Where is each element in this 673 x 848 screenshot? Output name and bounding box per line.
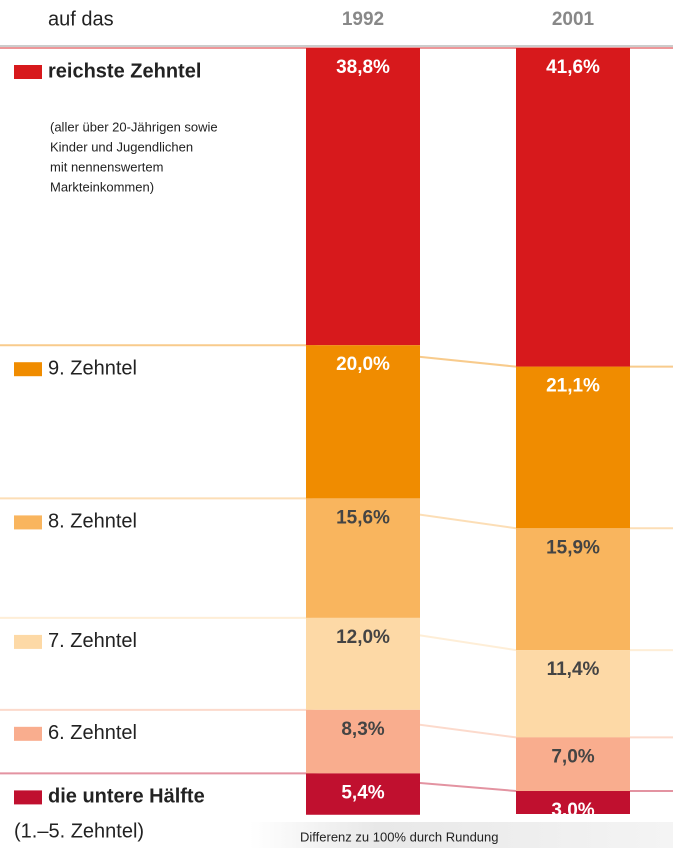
bar-segment (516, 48, 630, 367)
legend-label: 7. Zehntel (48, 630, 137, 652)
value-label: 15,9% (546, 537, 600, 558)
value-label: 5,4% (341, 782, 384, 803)
note: Markteinkommen) (50, 179, 154, 194)
value-label: 11,4% (547, 659, 600, 680)
value-label: 20,0% (336, 354, 390, 375)
legend-label: 6. Zehntel (48, 722, 137, 744)
legend-label: reichste Zehntel (48, 60, 201, 82)
subtitle: (1.–5. Zehntel) (14, 820, 144, 842)
value-label: 3,0% (551, 800, 594, 821)
legend-swatch (14, 515, 42, 530)
value-label: 15,6% (336, 507, 390, 528)
bar-segment (516, 528, 630, 651)
footnote: Differenz zu 100% durch Rundung (300, 829, 499, 844)
x-tick-label: 1992 (342, 9, 384, 30)
note: (aller über 20-Jährigen sowie (50, 119, 218, 134)
bar-segment (306, 48, 420, 346)
value-label: 12,0% (336, 627, 390, 648)
note: mit nennenswertem (50, 159, 163, 174)
legend-swatch (14, 790, 42, 805)
value-label: 41,6% (546, 57, 600, 78)
legend-label: 8. Zehntel (48, 511, 137, 533)
bar-segment (306, 709, 420, 774)
x-tick-label: 2001 (552, 9, 595, 30)
legend-swatch (14, 726, 42, 741)
bar-segment (516, 650, 630, 738)
value-label: 21,1% (546, 376, 600, 397)
value-label: 38,8% (336, 57, 390, 78)
bar-segment (516, 366, 630, 529)
legend-label: die untere Hälfte (48, 786, 205, 808)
bar-segment (306, 345, 420, 499)
legend-swatch (14, 65, 42, 79)
note: Kinder und Jugendlichen (50, 139, 193, 154)
value-label: 8,3% (341, 719, 384, 740)
footnote-band (250, 822, 673, 848)
legend-swatch (14, 362, 42, 377)
bar-segment (306, 773, 420, 815)
legend-label: 9. Zehntel (48, 357, 137, 379)
bar-segment (516, 791, 630, 814)
bar-segment (306, 498, 420, 618)
legend-swatch (14, 634, 42, 649)
value-label: 7,0% (551, 746, 594, 767)
bar-segment (516, 737, 630, 792)
header: auf das (48, 8, 114, 30)
bar-segment (306, 617, 420, 710)
